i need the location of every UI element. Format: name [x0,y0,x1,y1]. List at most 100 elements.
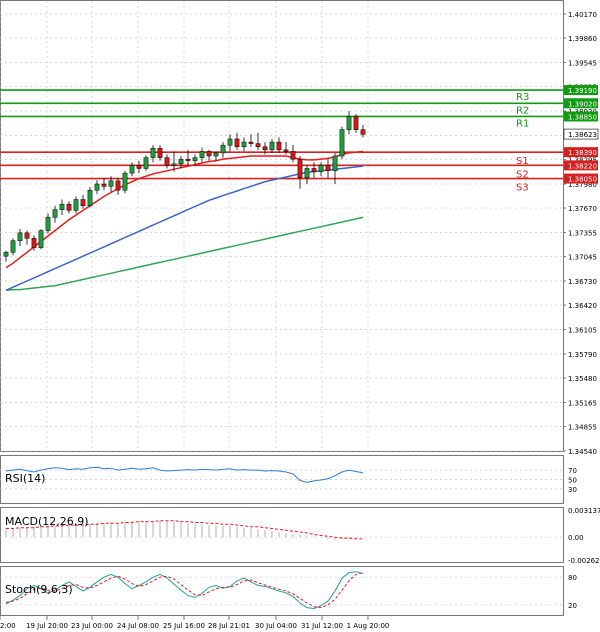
time-tick-label: 24 Jul 08:00 [117,622,159,630]
candle-body [136,165,142,169]
main-panel-frame [0,0,564,452]
candle-body [311,168,317,172]
macd-title: MACD(12,26,9) [5,515,89,528]
level-price-label: 1.38850 [568,113,597,121]
candle-body [213,152,219,157]
candle-body [248,141,254,144]
candle-body [164,157,170,166]
level-name-s1: S1 [516,156,529,167]
price-tick-label: 1.37670 [568,205,597,213]
price-tick-label: 1.35165 [568,399,597,407]
candle-body [283,149,289,152]
stoch-lines-group [5,571,364,610]
rsi-tick-label: 50 [568,477,577,485]
level-price-label: 1.38220 [568,162,597,170]
candle-body [143,157,149,169]
candle-body [59,203,65,210]
candle-body [220,144,226,154]
price-tick-label: 1.34855 [568,424,597,432]
candle-body [129,165,135,174]
stoch-title: Stoch(9,6,3) [5,583,73,596]
candle-body [234,138,240,147]
main-panel: 1.401701.398601.395451.392351.389201.386… [0,0,599,456]
candle-body [38,230,44,248]
rsi-grid [0,469,563,490]
candle-body [178,158,184,165]
macd-tick-label: -0.002629 [568,557,600,565]
price-tick-label: 1.35480 [568,375,597,383]
candle-body [199,151,205,158]
level-price-label: 1.39020 [568,100,597,108]
stoch-tick-label: 20 [568,602,577,610]
candle-body [157,148,163,158]
candlesticks [3,111,366,262]
rsi-line-group [5,466,364,483]
current-price-box [563,128,599,140]
candle-body [122,172,128,191]
candle-body [24,232,30,239]
rsi-line [5,466,364,483]
candle-body [269,141,275,151]
price-tick-label: 1.34540 [568,448,597,456]
candle-body [262,146,268,151]
time-tick-label: 2:00 [0,622,16,630]
time-tick-label: 25 Jul 16:00 [163,622,205,630]
candle-body [227,138,233,146]
main-grid [0,1,563,452]
level-name-r1: R1 [516,118,529,129]
candle-body [171,163,177,166]
macd-tick-label: 0.003137 [568,507,600,515]
stoch-main-line [5,571,364,610]
level-name-s2: S2 [516,169,529,180]
stoch-panel: 80 20 Stoch(9,6,3) [0,566,577,616]
time-tick-label: 31 Jul 12:00 [301,622,343,630]
level-price-box [564,111,598,122]
price-tick-label: 1.36105 [568,327,597,335]
candle-body [101,183,107,187]
price-tick-label: 1.37355 [568,230,597,238]
rsi-title: RSI(14) [5,472,45,485]
candle-body [318,165,324,172]
stoch-tick-label: 80 [568,574,577,582]
candle-body [115,180,121,191]
candle-body [276,141,282,151]
price-tick-label: 1.37045 [568,254,597,262]
candle-body [52,209,58,218]
candle-body [66,203,72,211]
stoch-panel-frame [0,566,564,616]
stoch-grid [0,576,563,606]
ma-fast-line [5,150,364,269]
ma-slow-line [5,216,364,292]
time-axis: 2:00 19 Jul 20:00 23 Jul 00:00 24 Jul 08:00… [0,616,389,630]
macd-axis: 0.003137 0.00 -0.002629 [568,507,600,565]
rsi-tick-label: 30 [568,486,577,494]
moving-averages [5,150,364,292]
candle-body [73,199,79,211]
price-tick-label: 1.40170 [568,11,597,19]
time-tick-label: 23 Jul 00:00 [71,622,113,630]
candle-body [87,189,93,206]
stoch-axis: 80 20 [568,574,577,610]
candle-body [241,141,247,147]
level-name-r2: R2 [516,105,529,116]
candle-body [325,165,331,172]
current-price-label: 1.38623 [568,131,597,139]
candle-body [108,180,114,187]
candle-body [17,232,23,241]
candle-body [185,158,191,161]
candle-body [150,148,156,158]
candle-body [332,155,338,172]
candle-body [94,183,100,191]
candle-body [304,168,310,179]
candle-body [339,129,345,157]
macd-tick-label: 0.00 [568,534,584,542]
candle-body [192,157,198,161]
macd-histogram [5,520,357,540]
price-tick-label: 1.36730 [568,278,597,286]
ma-mid-line [5,165,364,291]
rsi-tick-label: 70 [568,467,577,475]
level-price-box [564,173,598,184]
